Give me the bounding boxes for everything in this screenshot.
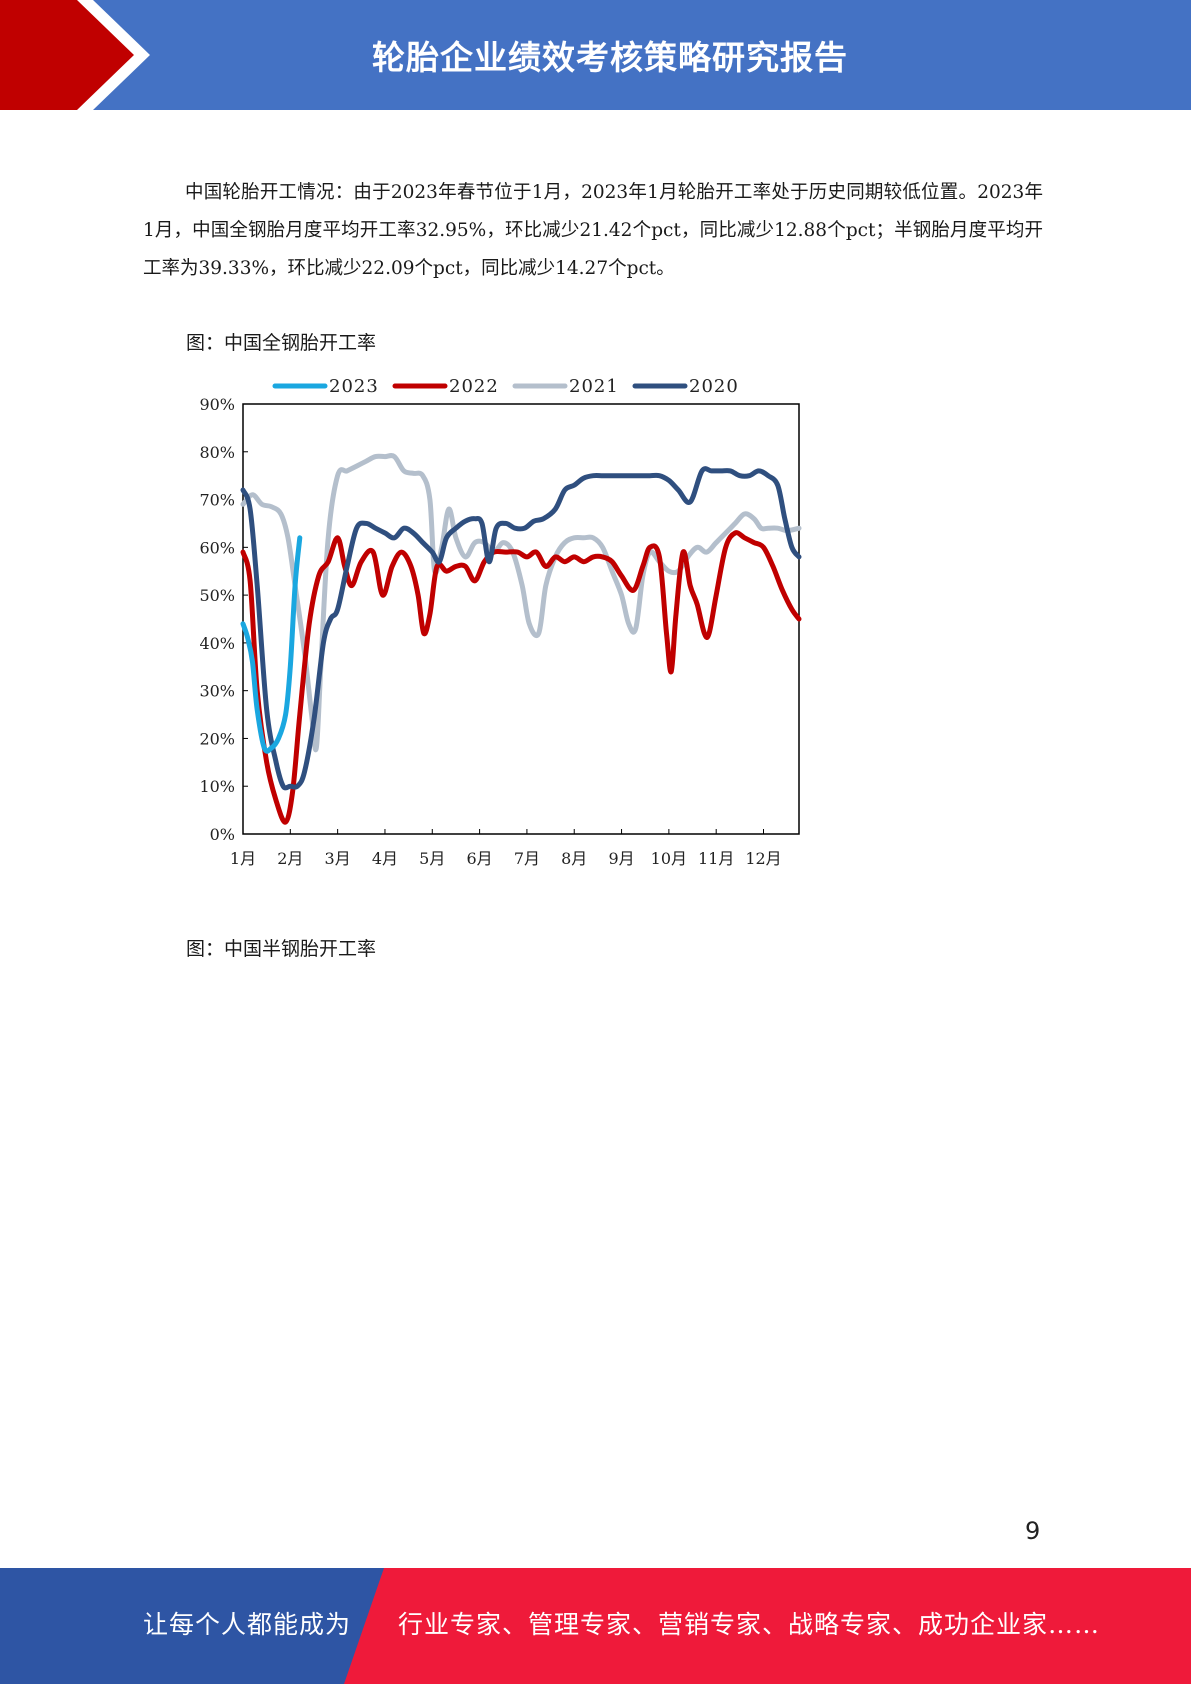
y-tick-label: 60% bbox=[200, 538, 235, 557]
footer-slogan-right: 行业专家、管理专家、营销专家、战略专家、成功企业家…… bbox=[398, 1610, 1101, 1639]
series-line-2020 bbox=[240, 466, 802, 791]
figure1-caption: 图：中国全钢胎开工率 bbox=[186, 332, 377, 354]
x-tick-label: 3月 bbox=[325, 849, 351, 868]
intro-paragraph: 中国轮胎开工情况：由于2023年春节位于1月，2023年1月轮胎开工率处于历史同… bbox=[143, 182, 1043, 279]
y-tick-label: 50% bbox=[200, 586, 235, 605]
series-line-2021 bbox=[240, 453, 802, 753]
legend-label-2022: 2022 bbox=[449, 376, 499, 397]
footer-right-block bbox=[344, 1568, 1191, 1684]
page-footer: 让每个人都能成为 行业专家、管理专家、营销专家、战略专家、成功企业家…… bbox=[0, 1568, 1191, 1684]
x-tick-label: 12月 bbox=[745, 849, 781, 868]
x-tick-label: 5月 bbox=[419, 849, 445, 868]
y-tick-label: 10% bbox=[200, 777, 235, 796]
x-tick-label: 9月 bbox=[608, 849, 634, 868]
report-title: 轮胎企业绩效考核策略研究报告 bbox=[372, 38, 848, 77]
x-tick-label: 8月 bbox=[561, 849, 587, 868]
x-tick-label: 2月 bbox=[277, 849, 303, 868]
y-tick-label: 80% bbox=[200, 443, 235, 462]
legend-label-2020: 2020 bbox=[689, 376, 739, 397]
footer-banner-graphic bbox=[0, 1568, 1191, 1684]
x-tick-label: 10月 bbox=[651, 849, 687, 868]
legend-label-2023: 2023 bbox=[329, 376, 379, 397]
x-tick-label: 7月 bbox=[514, 849, 540, 868]
footer-left-block bbox=[0, 1568, 420, 1684]
series-line-2023 bbox=[240, 535, 303, 754]
all-steel-tire-rate-chart: 0% 10% 20% 30% 40% 50% 60% 70% 80% 90% 1月 2月 3月 4月 5月 6… bbox=[199, 364, 810, 878]
footer-slogan-left: 让每个人都能成为 bbox=[143, 1610, 352, 1639]
header-arrow-red bbox=[0, 0, 134, 110]
y-tick-label: 0% bbox=[210, 825, 235, 844]
page-header: 轮胎企业绩效考核策略研究报告 bbox=[0, 0, 1191, 110]
x-tick-label: 6月 bbox=[467, 849, 493, 868]
header-bar bbox=[0, 0, 1191, 110]
header-banner-graphic bbox=[0, 0, 1191, 110]
y-tick-label: 30% bbox=[200, 682, 235, 701]
y-tick-label: 20% bbox=[200, 729, 235, 748]
page-number: 9 bbox=[1025, 1517, 1041, 1545]
legend-label-2021: 2021 bbox=[569, 376, 619, 397]
series-line-2022 bbox=[240, 530, 802, 825]
y-tick-label: 90% bbox=[200, 395, 235, 414]
x-tick-label: 4月 bbox=[372, 849, 398, 868]
figure2-caption: 图：中国半钢胎开工率 bbox=[186, 938, 377, 960]
y-tick-label: 70% bbox=[200, 491, 235, 510]
chart-svg: 0% 10% 20% 30% 40% 50% 60% 70% 80% 90% 1月 2月 3月 4月 5月 6… bbox=[199, 376, 802, 868]
x-tick-label: 11月 bbox=[698, 849, 734, 868]
y-tick-label: 40% bbox=[200, 634, 235, 653]
x-tick-label: 1月 bbox=[230, 849, 256, 868]
